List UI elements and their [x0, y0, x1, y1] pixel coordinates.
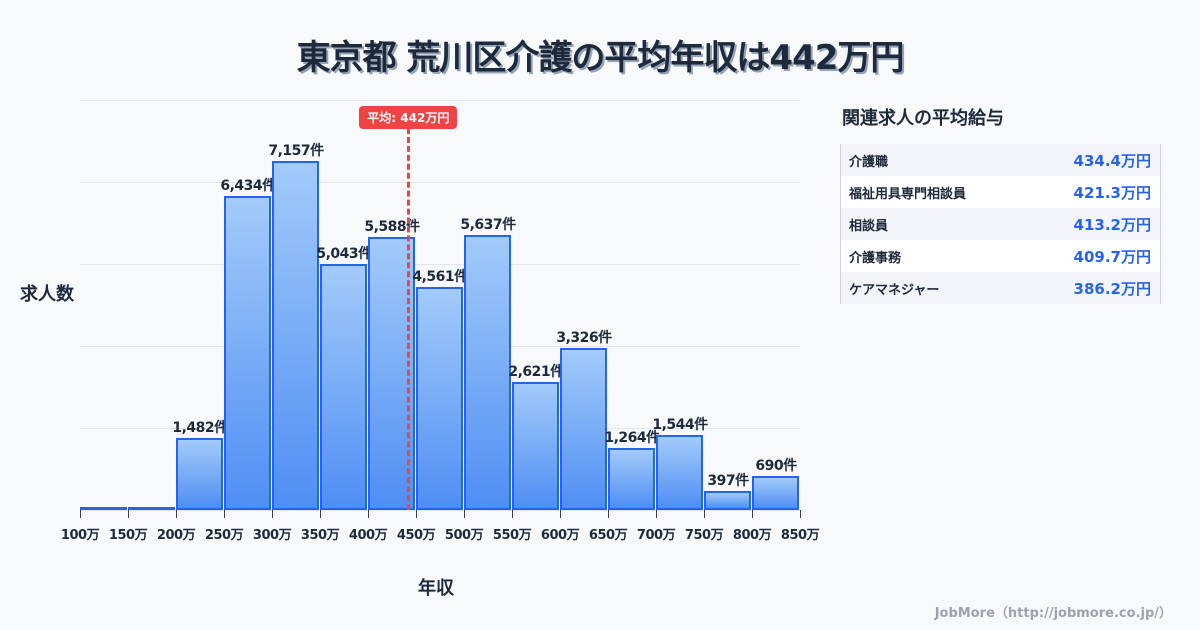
x-tick-label: 100万	[60, 528, 100, 543]
x-tick-label: 600万	[540, 528, 580, 543]
x-tick-label: 700万	[636, 528, 676, 543]
job-salary: 413.2万円	[1073, 215, 1151, 234]
x-tick-label: 350万	[300, 528, 340, 543]
x-tick	[176, 510, 177, 518]
x-tick	[800, 510, 801, 518]
job-salary: 421.3万円	[1073, 183, 1151, 202]
x-tick-label: 200万	[156, 528, 196, 543]
x-tick	[512, 510, 513, 518]
x-axis-label: 年収	[418, 578, 454, 599]
job-name: 福祉用具専門相談員	[849, 186, 967, 202]
histogram-bar	[176, 437, 223, 510]
histogram-bar	[272, 160, 319, 510]
table-row: 相談員 413.2万円	[841, 208, 1160, 240]
gridline	[80, 100, 800, 101]
histogram-bar	[608, 448, 655, 510]
x-tick	[704, 510, 705, 518]
histogram-bar	[416, 287, 463, 510]
bar-value-label: 5,588件	[364, 219, 420, 236]
x-tick	[416, 510, 417, 518]
histogram-chart: 1,482件 6,434件 7,157件 5,043件 5,588件 4,561件 5,63…	[80, 100, 801, 518]
bar-value-label: 7,157件	[268, 142, 324, 159]
histogram-bar	[368, 237, 415, 510]
bar-value-label: 2,621件	[508, 364, 564, 381]
x-tick	[752, 510, 753, 518]
bar-value-label: 690件	[755, 458, 797, 475]
average-line	[407, 128, 411, 510]
x-tick-label: 250万	[204, 528, 244, 543]
histogram-bar	[320, 263, 367, 510]
x-tick-label: 650万	[588, 528, 628, 543]
x-tick	[608, 510, 609, 518]
x-tick-label: 550万	[492, 528, 532, 543]
gridline	[80, 182, 800, 183]
x-tick-label: 150万	[108, 528, 148, 543]
bar-value-label: 1,482件	[172, 419, 228, 436]
bar-value-label: 397件	[707, 472, 749, 489]
job-name: 介護事務	[849, 250, 902, 266]
bar-value-label: 5,043件	[316, 245, 372, 262]
x-tick-label: 450万	[396, 528, 436, 543]
histogram-bar	[224, 195, 271, 510]
gridline	[80, 264, 800, 265]
related-salary-table: 介護職 434.4万円 福祉用具専門相談員 421.3万円 相談員 413.2万…	[840, 144, 1161, 304]
x-tick-label: 750万	[684, 528, 724, 543]
histogram-bar	[656, 434, 703, 510]
x-tick	[128, 510, 129, 518]
x-tick	[656, 510, 657, 518]
histogram-bar	[128, 507, 175, 510]
side-panel-title: 関連求人の平均給与	[842, 108, 1004, 129]
footer-credit: JobMore（http://jobmore.co.jp/）	[934, 606, 1172, 621]
table-row: 介護事務 409.7万円	[841, 240, 1160, 272]
x-tick-label: 800万	[732, 528, 772, 543]
histogram-bar	[512, 382, 559, 510]
x-tick	[368, 510, 369, 518]
table-row: 介護職 434.4万円	[841, 144, 1160, 176]
job-name: ケアマネジャー	[849, 282, 940, 298]
x-tick	[320, 510, 321, 518]
bar-value-label: 1,264件	[604, 430, 660, 447]
page-title: 東京都 荒川区介護の平均年収は442万円	[296, 38, 905, 78]
job-salary: 434.4万円	[1073, 151, 1151, 170]
bar-value-label: 1,544件	[652, 416, 708, 433]
histogram-bar	[704, 490, 751, 510]
x-tick-label: 500万	[444, 528, 484, 543]
bar-value-label: 5,637件	[460, 216, 516, 233]
x-tick	[272, 510, 273, 518]
y-axis-label: 求人数	[20, 284, 74, 305]
x-tick	[80, 510, 81, 518]
histogram-bar	[560, 347, 607, 510]
x-tick	[560, 510, 561, 518]
job-name: 相談員	[849, 218, 889, 234]
bar-value-label: 4,561件	[412, 269, 468, 286]
job-name: 介護職	[849, 154, 889, 170]
job-salary: 409.7万円	[1073, 247, 1151, 266]
x-tick-label: 850万	[780, 528, 820, 543]
x-tick	[464, 510, 465, 518]
bar-value-label: 6,434件	[220, 177, 276, 194]
x-tick-label: 400万	[348, 528, 388, 543]
job-salary: 386.2万円	[1073, 279, 1151, 298]
gridline	[80, 510, 800, 511]
table-row: 福祉用具専門相談員 421.3万円	[841, 176, 1160, 208]
average-badge: 平均: 442万円	[359, 106, 458, 129]
table-row: ケアマネジャー 386.2万円	[841, 272, 1160, 304]
histogram-bar	[752, 476, 799, 510]
x-tick	[224, 510, 225, 518]
histogram-bar	[464, 234, 511, 510]
bar-value-label: 3,326件	[556, 329, 612, 346]
x-tick-label: 300万	[252, 528, 292, 543]
histogram-bar	[80, 507, 127, 510]
